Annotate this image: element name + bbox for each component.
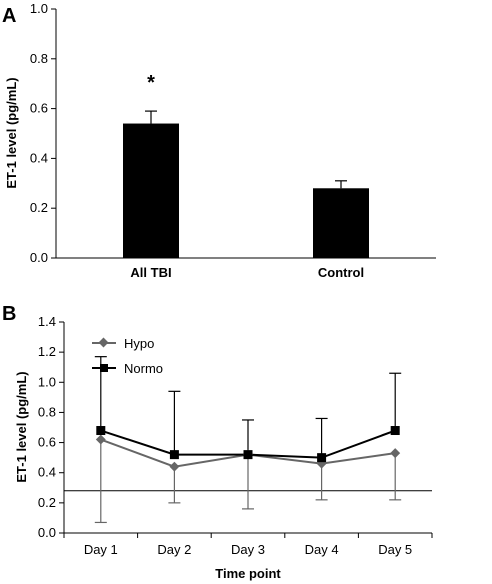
panel-b-category-label: Day 5 xyxy=(378,542,412,557)
panel-b-y-tick-label: 1.4 xyxy=(38,314,56,329)
legend-hypo-label: Hypo xyxy=(124,336,154,351)
panel-a-category-label: All TBI xyxy=(130,265,171,280)
panel-b-y-tick-label: 0.4 xyxy=(38,465,56,480)
panel-b-legend: Hypo Normo xyxy=(92,336,163,376)
bar xyxy=(123,123,179,258)
normo-point xyxy=(390,426,400,436)
panel-b-y-tick-label: 1.0 xyxy=(38,374,56,389)
panel-b-y-tick-label: 0.6 xyxy=(38,435,56,450)
panel-b-category-label: Day 2 xyxy=(157,542,191,557)
panel-a-y-tick-label: 0.8 xyxy=(30,51,48,66)
panel-a-category-label: Control xyxy=(318,265,364,280)
hypo-point xyxy=(390,448,401,459)
panel-b: B 0.0 0.2 0.4 0.6 0.8 1.0 1.2 1.4 Day 1 Day 2 Day … xyxy=(2,303,433,581)
panel-a-label: A xyxy=(2,5,16,27)
normo-point xyxy=(96,426,106,436)
legend-normo-marker xyxy=(100,364,108,372)
panel-b-y-tick-label: 0.8 xyxy=(38,404,56,419)
bar xyxy=(313,188,369,258)
panel-a-y-tick-label: 0.0 xyxy=(30,250,48,265)
panel-a: A 0.0 0.2 0.4 0.6 0.8 1.0 All TBI * Control ET-… xyxy=(2,1,436,280)
hypo-point xyxy=(169,461,180,472)
panel-a-y-axis-title: ET-1 level (pg/mL) xyxy=(4,77,19,188)
panel-a-y-tick-label: 0.2 xyxy=(30,200,48,215)
normo-point xyxy=(317,453,327,463)
panel-b-y-tick-label: 0.2 xyxy=(38,495,56,510)
panel-b-y-tick-label: 0.0 xyxy=(38,525,56,540)
panel-b-y-tick-label: 1.2 xyxy=(38,344,56,359)
panel-b-x-axis-title: Time point xyxy=(215,566,281,581)
legend-hypo-marker xyxy=(98,337,109,348)
normo-point xyxy=(169,450,179,460)
normo-point xyxy=(243,450,253,460)
panel-b-category-label: Day 3 xyxy=(231,542,265,557)
panel-b-category-label: Day 1 xyxy=(84,542,118,557)
panel-a-y-tick-label: 0.6 xyxy=(30,101,48,116)
panel-a-y-tick-label: 0.4 xyxy=(30,150,48,165)
panel-b-y-axis-title: ET-1 level (pg/mL) xyxy=(14,371,29,482)
significance-marker: * xyxy=(147,72,155,94)
panel-a-y-tick-label: 1.0 xyxy=(30,1,48,16)
panel-b-label: B xyxy=(2,303,16,325)
panel-b-category-label: Day 4 xyxy=(305,542,339,557)
legend-normo-label: Normo xyxy=(124,361,163,376)
hypo-point xyxy=(95,434,106,445)
